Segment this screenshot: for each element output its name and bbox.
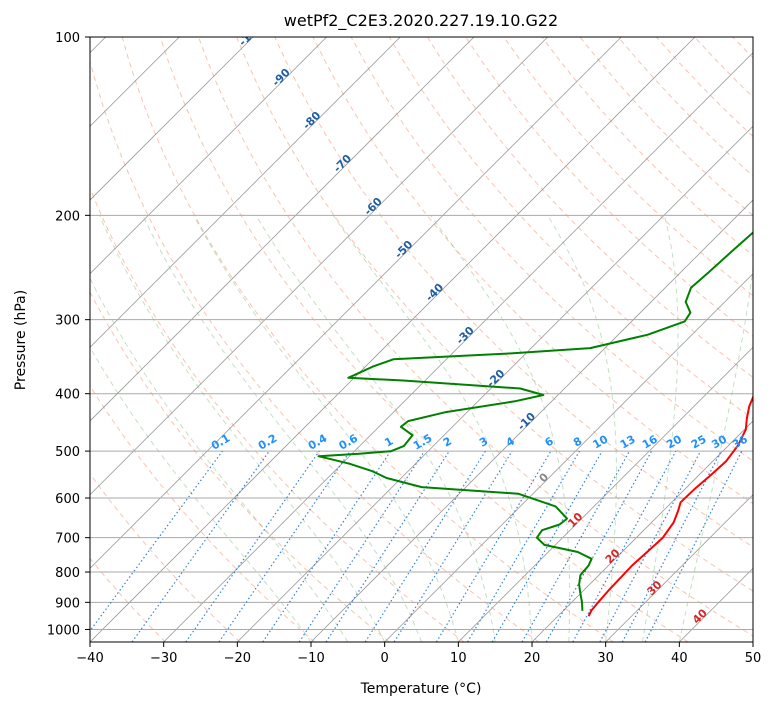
dry-adiabat-line <box>465 37 753 338</box>
x-tick-label: 30 <box>597 651 614 666</box>
mixing-ratio-line <box>545 450 653 642</box>
y-tick-label: 100 <box>55 31 80 46</box>
isotherm-line <box>605 494 753 642</box>
y-tick-label: 500 <box>55 445 80 460</box>
x-tick-label: 10 <box>450 651 467 666</box>
dry-adiabat-line <box>90 384 316 642</box>
y-tick-label: 700 <box>55 532 80 547</box>
x-tick-label: −10 <box>297 651 324 666</box>
isotherms <box>90 37 753 642</box>
plot-frame <box>89 36 754 643</box>
dry-adiabat-line <box>159 37 689 642</box>
dry-adiabat-line <box>121 37 614 642</box>
mixing-ratio-line <box>185 450 320 642</box>
mixing-ratio-line <box>466 450 580 642</box>
mixing-ratio-line <box>218 450 351 642</box>
isotherm-line <box>237 125 753 642</box>
isotherm-line <box>458 346 753 642</box>
x-tick-label: 0 <box>381 651 389 666</box>
dewpoint-profile-line <box>317 231 753 611</box>
y-tick-label: 400 <box>55 388 80 403</box>
x-tick-label: 40 <box>671 651 688 666</box>
mixing-ratio-line <box>393 450 513 642</box>
isotherm-line <box>163 52 753 642</box>
moist-adiabat-line <box>142 215 422 642</box>
isotherm-line <box>531 420 753 642</box>
isotherm-line <box>90 37 401 348</box>
isotherm-line <box>384 273 753 642</box>
mixing-ratio-lines <box>90 450 743 642</box>
y-tick-label: 800 <box>55 566 80 581</box>
dry-adiabat-line <box>90 59 540 642</box>
dry-adiabat-line <box>274 37 753 548</box>
temperature-profile-line <box>587 394 753 617</box>
isotherm-line <box>90 37 696 642</box>
dry-adiabat-line <box>312 37 753 505</box>
x-axis: −40 −30 −20 −10 0 10 20 30 40 50 <box>76 642 761 666</box>
isotherm-line <box>90 37 254 201</box>
profile-lines <box>317 231 753 617</box>
mixing-ratio-line <box>572 450 677 642</box>
x-tick-label: −40 <box>76 651 103 666</box>
moist-adiabat-line <box>678 264 753 642</box>
y-tick-label: 900 <box>55 596 80 611</box>
isotherm-line <box>90 37 475 422</box>
isotherm-label: -100 <box>236 20 265 49</box>
dry-adiabat-line <box>350 37 753 462</box>
isotherm-line <box>90 37 548 496</box>
x-tick-label: 50 <box>745 651 762 666</box>
y-axis-title: Pressure (hPa) <box>13 290 29 390</box>
dry-adiabats <box>90 37 753 642</box>
mixing-ratio-line <box>325 450 450 642</box>
x-axis-title: Temperature (°C) <box>360 681 482 697</box>
dry-adiabat-line <box>90 291 390 642</box>
mixing-ratio-line <box>435 450 552 642</box>
moist-adiabat-line <box>193 215 459 642</box>
y-tick-label: 300 <box>55 314 80 329</box>
x-tick-label: −30 <box>150 651 177 666</box>
mixing-ratio-line <box>491 450 603 642</box>
mixing-ratio-line <box>364 450 486 642</box>
y-tick-label: 600 <box>55 492 80 507</box>
y-axis: 100 200 300 400 500 600 700 800 900 1000 <box>47 31 90 638</box>
moist-adiabat-line <box>255 215 496 642</box>
moist-adiabat-line <box>642 215 679 642</box>
y-tick-label: 1000 <box>47 623 80 638</box>
dry-adiabat-line <box>90 557 166 642</box>
dry-adiabat-line <box>236 37 753 592</box>
isobars <box>90 37 753 630</box>
moist-adiabat-line <box>90 277 349 642</box>
isotherm-line <box>90 37 622 569</box>
x-tick-label: −20 <box>224 651 251 666</box>
isotherm-line <box>90 37 327 275</box>
dry-adiabat-line <box>388 37 753 420</box>
isotherm-line <box>310 199 753 642</box>
x-tick-label: 20 <box>524 651 541 666</box>
dry-adiabat-line <box>503 37 753 297</box>
moist-adiabat-line <box>547 215 617 642</box>
dry-adiabat-line <box>90 186 465 642</box>
dry-adiabat-line <box>90 472 241 642</box>
chart-title: wetPf2_C2E3.2020.227.19.10.G22 <box>284 11 558 31</box>
y-tick-label: 200 <box>55 209 80 224</box>
moist-adiabat-line <box>332 215 533 642</box>
moist-adiabat-line <box>90 346 312 642</box>
mixing-ratio-line <box>521 450 631 642</box>
